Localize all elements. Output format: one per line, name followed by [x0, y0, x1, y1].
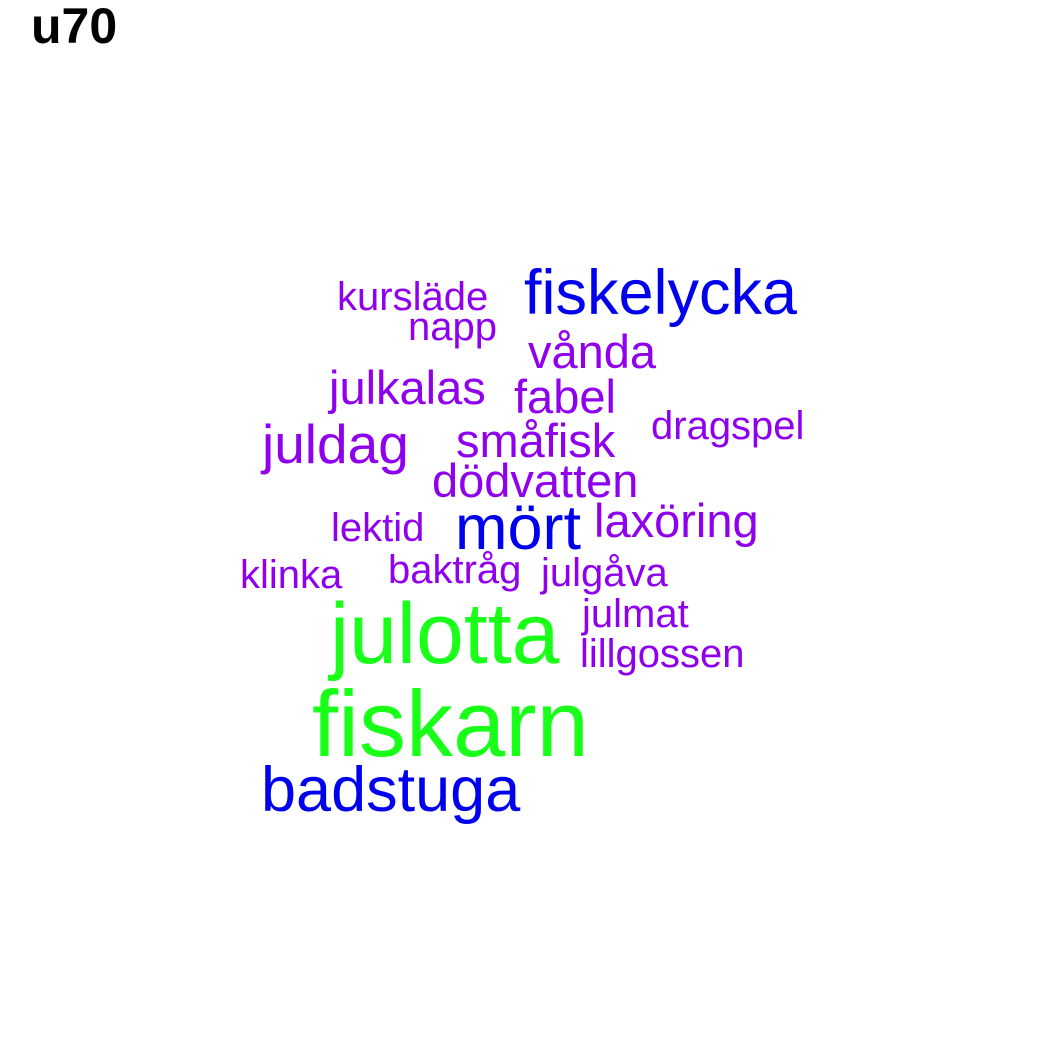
word-julkalas: julkalas	[329, 361, 486, 414]
word-kurslade: kursläde	[337, 275, 489, 319]
word-smafisk: småfisk	[456, 414, 616, 467]
word-badstuga: badstuga	[261, 755, 521, 825]
word-laxoring: laxöring	[594, 494, 759, 547]
word-julotta: julotta	[330, 586, 560, 682]
word-fiskelycka: fiskelycka	[524, 258, 798, 328]
word-napp: napp	[408, 305, 497, 349]
word-lillgossen: lillgossen	[580, 632, 745, 676]
word-klinka: klinka	[240, 553, 343, 597]
word-dragspel: dragspel	[651, 404, 805, 448]
word-julmat: julmat	[582, 592, 689, 636]
word-juldag: juldag	[262, 413, 409, 475]
word-mort: mört	[455, 493, 581, 563]
word-fiskarn: fiskarn	[312, 671, 589, 776]
word-julgava: julgåva	[541, 551, 668, 595]
word-fabel: fabel	[514, 370, 616, 423]
page-title: u70	[31, 0, 118, 54]
word-vanda: vånda	[528, 325, 657, 378]
word-dodvatten: dödvatten	[432, 454, 639, 507]
word-lektid: lektid	[331, 506, 425, 550]
word-baktrag: baktråg	[388, 548, 522, 592]
